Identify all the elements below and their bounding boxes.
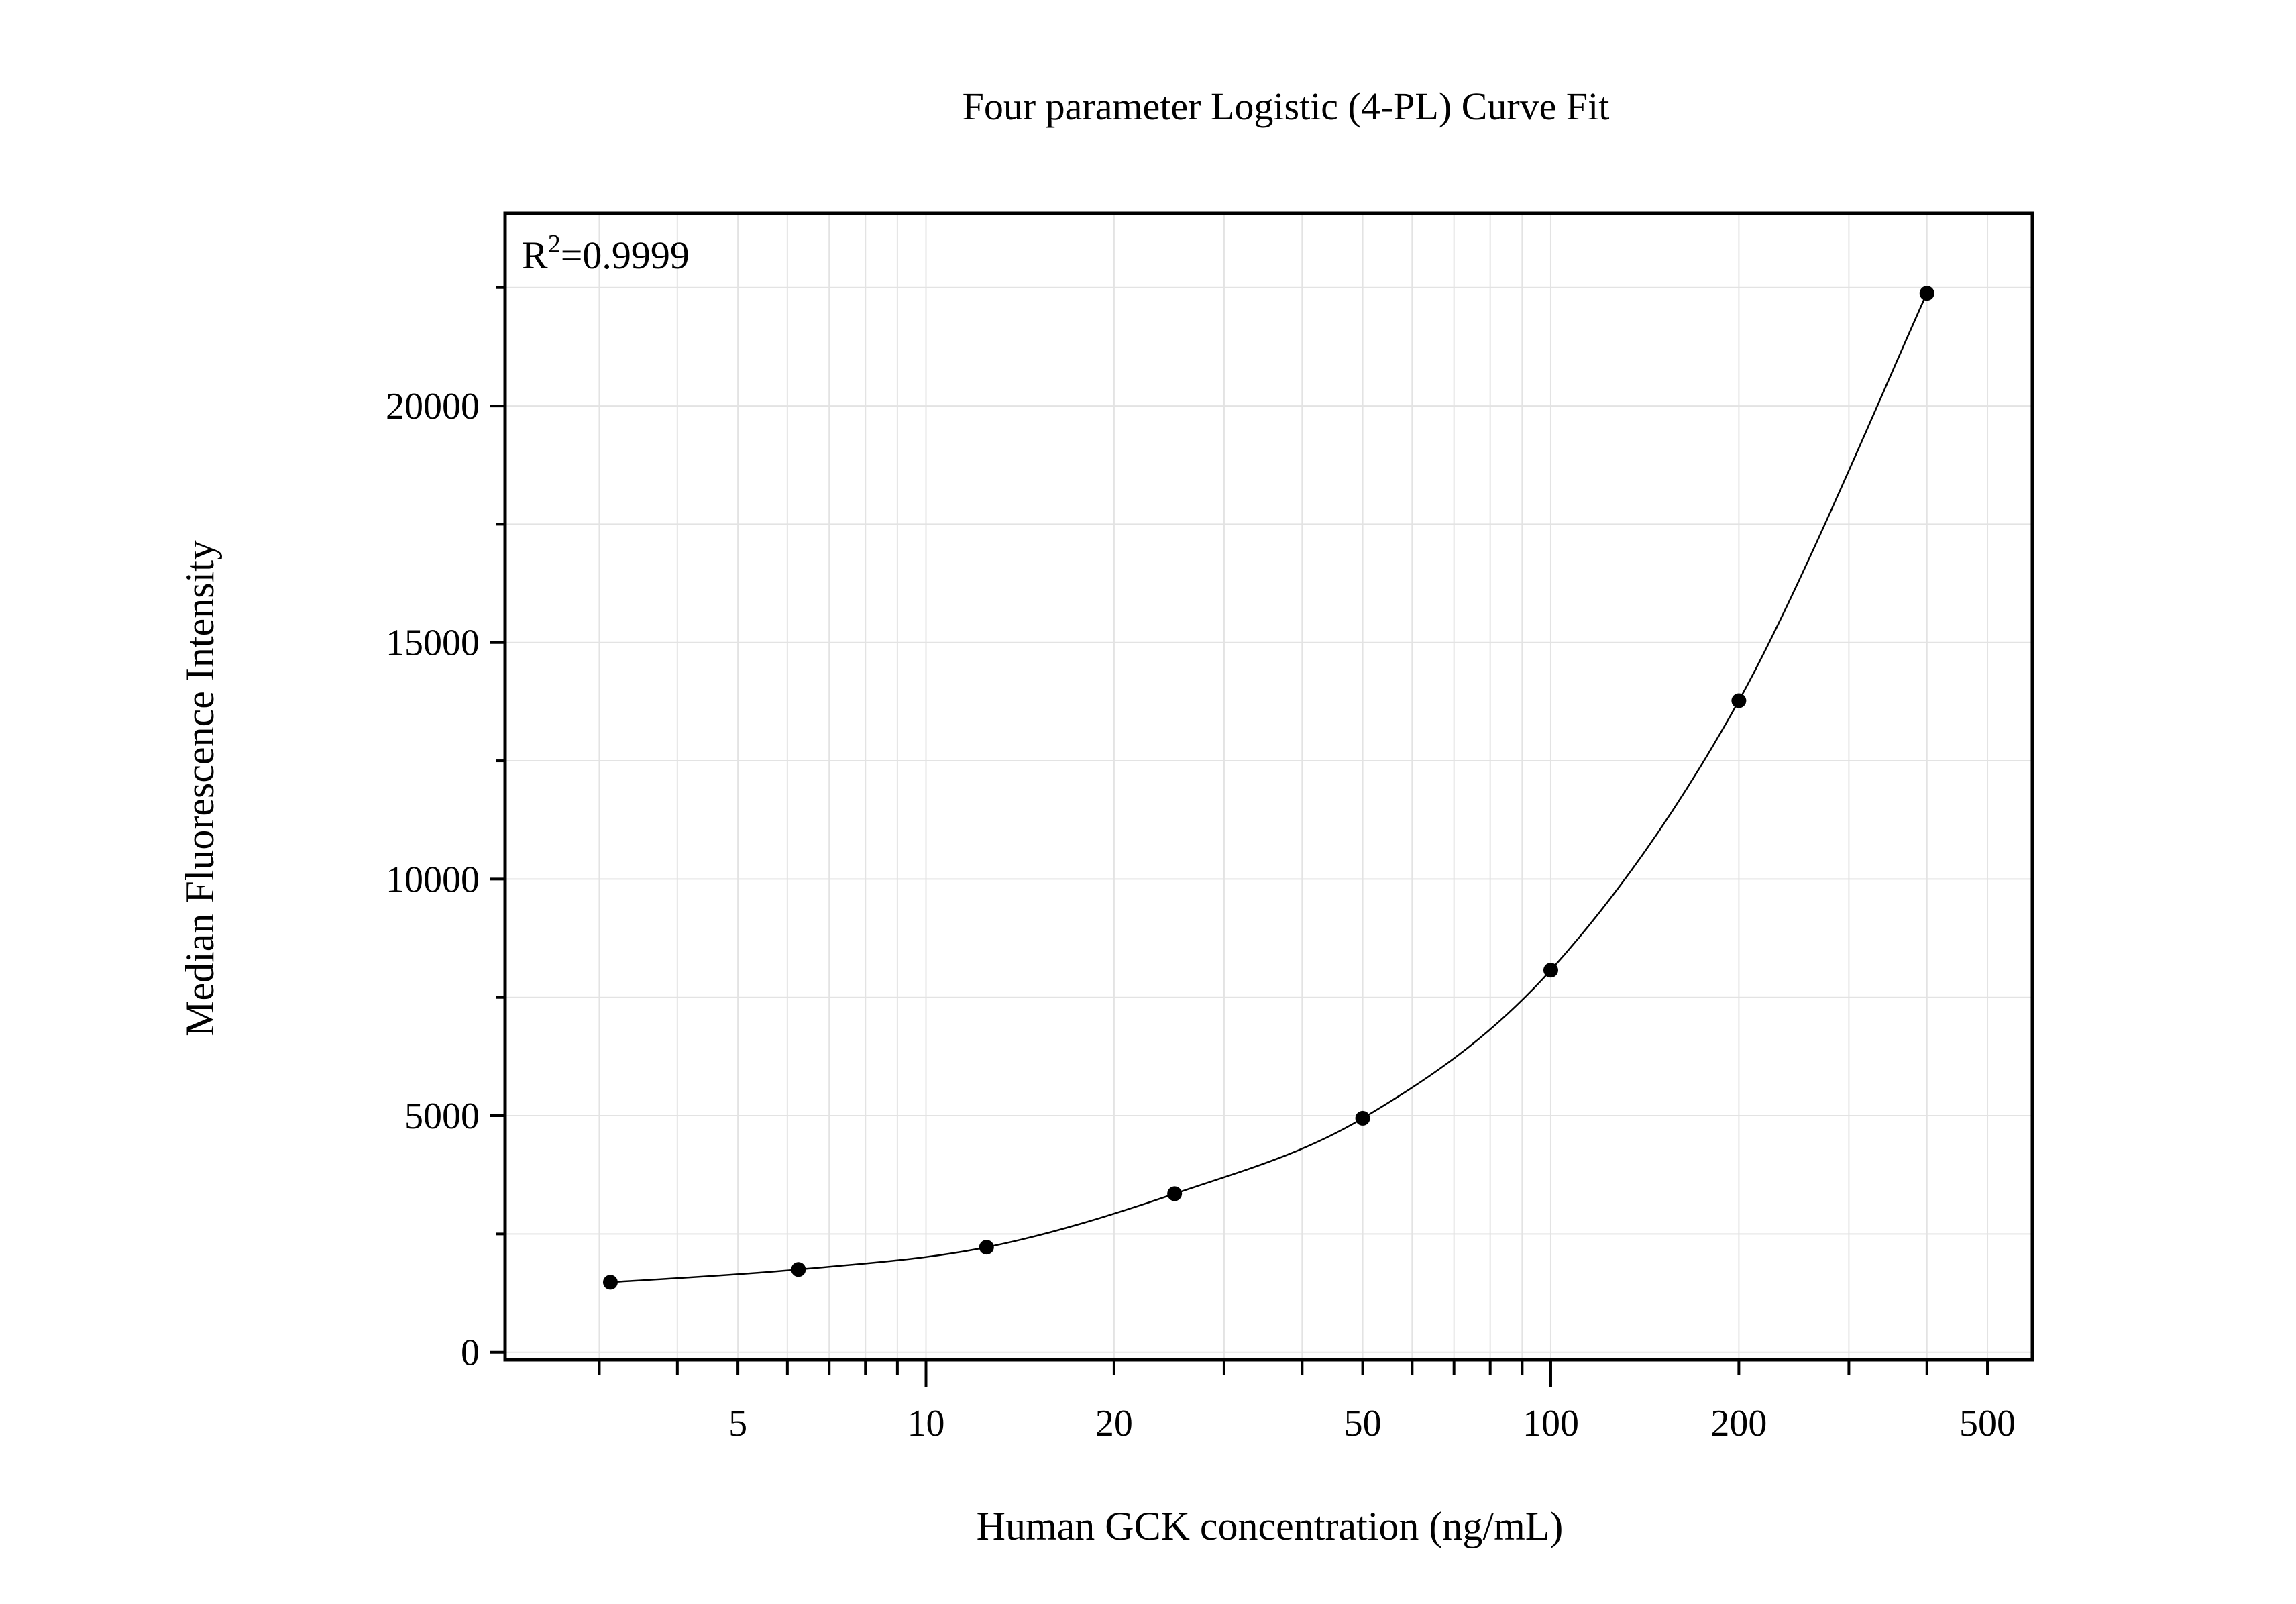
data-point (1731, 693, 1747, 708)
data-point (979, 1240, 994, 1255)
plot-frame (503, 211, 2034, 1362)
y-tick-label: 0 (461, 1332, 480, 1374)
data-point (791, 1262, 806, 1277)
data-point (1919, 286, 1934, 301)
data-point (602, 1275, 618, 1290)
x-tick-label: 10 (907, 1403, 944, 1444)
y-tick-label: 5000 (404, 1095, 480, 1137)
x-tick-label: 50 (1344, 1403, 1382, 1444)
fit-curve-group (610, 292, 1928, 1283)
fit-curve (610, 292, 1928, 1283)
x-tick-label: 5 (728, 1403, 747, 1444)
x-tick-label: 20 (1095, 1403, 1133, 1444)
y-axis-label: Median Fluorescence Intensity (178, 540, 222, 1036)
data-points (602, 286, 1934, 1290)
chart-title: Four parameter Logistic (4-PL) Curve Fit (963, 85, 1610, 128)
data-point (1167, 1186, 1183, 1201)
x-tick-label: 500 (1959, 1403, 2016, 1444)
r-squared-value: =0.9999 (561, 233, 690, 277)
x-tick-label: 100 (1523, 1403, 1579, 1444)
y-tick-label: 20000 (386, 386, 480, 427)
y-tick-label: 15000 (386, 623, 480, 664)
y-tick-label: 10000 (386, 859, 480, 900)
data-point (1543, 963, 1558, 978)
data-point (1355, 1110, 1370, 1126)
r-squared-base: R (522, 233, 548, 277)
r-squared-annotation: R2=0.9999 (522, 230, 690, 277)
r-squared-sup: 2 (548, 230, 561, 258)
grid (505, 213, 2032, 1360)
x-tick-label: 200 (1710, 1403, 1767, 1444)
x-axis-label: Human GCK concentration (ng/mL) (977, 1504, 1564, 1548)
